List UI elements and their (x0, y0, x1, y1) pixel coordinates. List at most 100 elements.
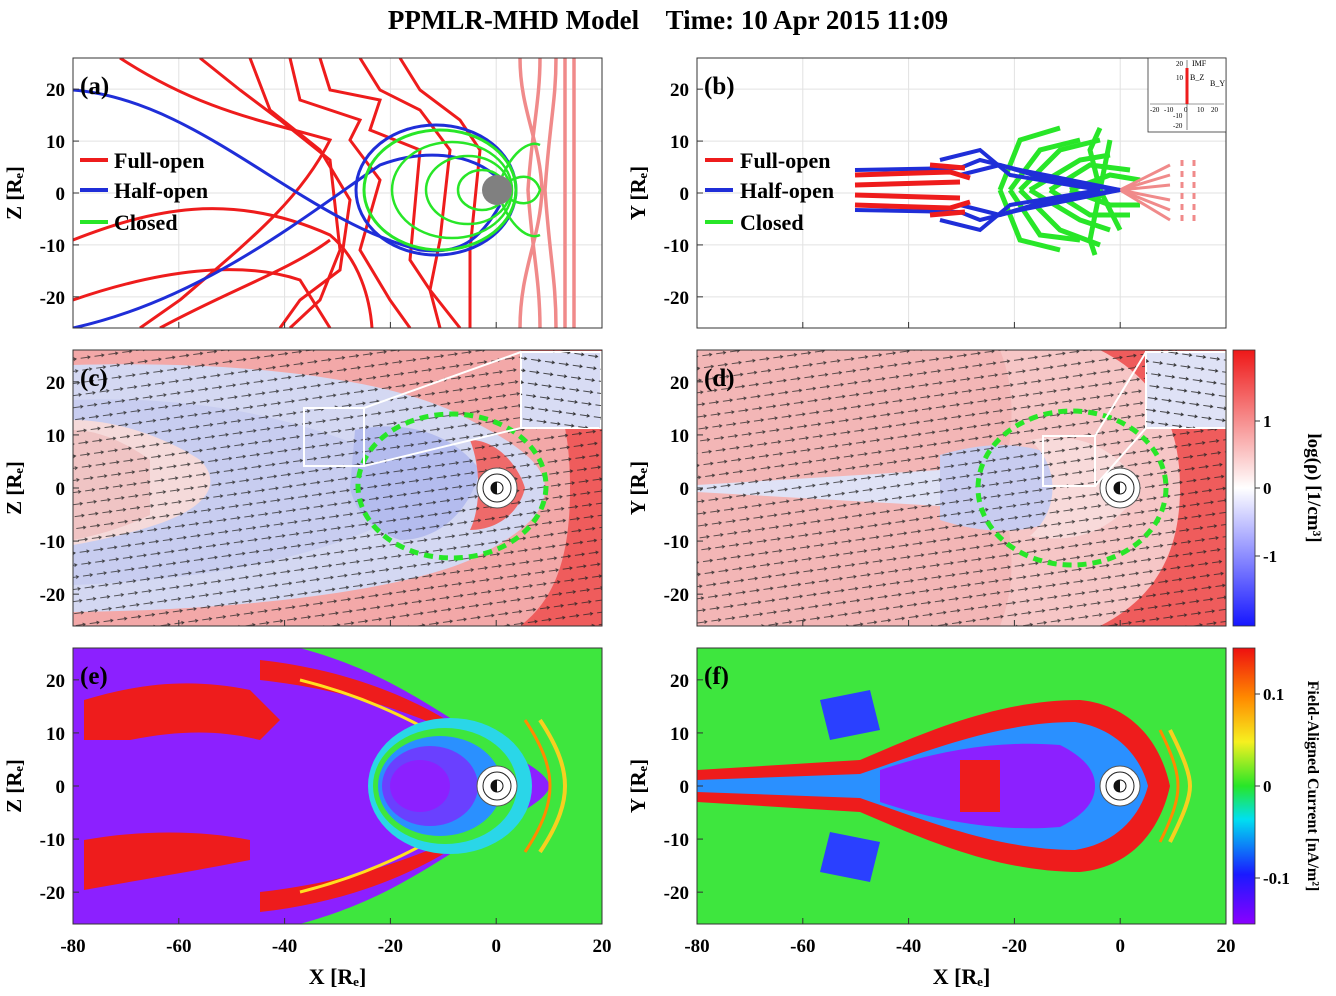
panel-d-label: (d) (704, 365, 735, 392)
xtick-label: -20 (1002, 936, 1027, 957)
ytick-label: -10 (40, 236, 65, 257)
ytick-label: 10 (46, 426, 65, 447)
ylabel-d: Y [Rₑ] (626, 461, 650, 515)
xlabel-f: X [Rₑ] (933, 964, 991, 989)
legend-b-half-open: Half-open (740, 178, 834, 203)
panel-f: -20 -10 0 10 20 -80 -60 -40 -20 0 20 (f) 0.1 0 -0.… (664, 647, 1321, 957)
ytick-label: -20 (40, 585, 65, 606)
cbar-rho-tick-m1: -1 (1263, 547, 1277, 566)
ytick-label: 20 (46, 80, 65, 101)
cbar-rho-tick-1: 1 (1263, 412, 1272, 431)
ytick-label: -10 (664, 830, 689, 851)
colorbar-density: 1 0 -1 log(ρ) [1/cm³] (1232, 349, 1324, 627)
panel-c-density-map (73, 350, 602, 626)
xtick-label: 0 (491, 936, 501, 957)
ytick-label: -10 (40, 830, 65, 851)
cbar-rho-tick-0: 0 (1263, 479, 1272, 498)
panel-a-grid (72, 58, 603, 328)
imf-title: IMF (1192, 59, 1207, 68)
imf-inset: IMF B_Z B_Y 20 10 -10 -20 -20 -10 0 10 2… (1147, 57, 1227, 133)
panel-e-current-map (73, 648, 602, 924)
ytick-label: -20 (40, 883, 65, 904)
ytick-label: 0 (56, 777, 66, 798)
panel-a-field-lines (73, 58, 576, 328)
ytick-label: -20 (664, 585, 689, 606)
legend-a: Full-open Half-open Closed (80, 148, 208, 235)
ytick-label: 0 (680, 184, 690, 205)
ylabel-a: Z [Rₑ] (2, 166, 26, 220)
ytick-label: 20 (46, 373, 65, 394)
xtick-label: -60 (790, 936, 815, 957)
ytick-label: 10 (670, 132, 689, 153)
xtick-label: 0 (1115, 936, 1125, 957)
cbar-fac-tick-01: 0.1 (1263, 685, 1284, 704)
ytick-label: 0 (56, 479, 66, 500)
ytick-label: -20 (664, 883, 689, 904)
imf-ytick-10: 10 (1176, 74, 1184, 82)
xtick-label: -80 (60, 936, 85, 957)
imf-xtick-m10: -10 (1164, 106, 1174, 114)
earth-a (482, 175, 512, 205)
ytick-label: 20 (670, 373, 689, 394)
xtick-label: 20 (593, 936, 612, 957)
panel-f-label: (f) (704, 663, 729, 690)
imf-bz-label: B_Z (1190, 73, 1204, 82)
ytick-label: 0 (680, 479, 690, 500)
xtick-label: -40 (272, 936, 297, 957)
ytick-label: 20 (670, 80, 689, 101)
ytick-label: 0 (680, 777, 690, 798)
legend-a-closed: Closed (114, 210, 178, 235)
xtick-label: -80 (684, 936, 709, 957)
panel-a: -20 -10 0 10 20 (a) Full-open Half-open Clos… (40, 57, 603, 329)
imf-xtick-0: 0 (1184, 106, 1188, 114)
closed-boundary-c (355, 411, 549, 561)
imf-xtick-20: 20 (1211, 106, 1219, 114)
ylabel-b: Y [Rₑ] (626, 166, 650, 220)
xtick-label: -20 (378, 936, 403, 957)
imf-ytick-20: 20 (1176, 60, 1184, 68)
ytick-label: -10 (40, 532, 65, 553)
panel-c: -20 -10 0 10 20 (c) (40, 349, 603, 627)
panel-e: -20 -10 0 10 20 -80 -60 -40 -20 0 20 (e) (40, 647, 612, 957)
ytick-label: 10 (46, 132, 65, 153)
ytick-label: 20 (670, 671, 689, 692)
xlabel-e: X [Rₑ] (309, 964, 367, 989)
xtick-label: -60 (166, 936, 191, 957)
xtick-label: 20 (1217, 936, 1236, 957)
colorbar-current: 0.1 0 -0.1 Field-Aligned Current [nA/m²] (1232, 647, 1321, 925)
ylabel-f: Y [Rₑ] (626, 759, 650, 813)
axis-labels: Z [Rₑ] Y [Rₑ] Z [Rₑ] Y [Rₑ] Z [Rₑ] X [Rₑ] Y [R… (2, 166, 990, 989)
ylabel-c: Z [Rₑ] (2, 461, 26, 515)
ytick-label: 10 (46, 724, 65, 745)
cbar-fac-tick-0: 0 (1263, 777, 1272, 796)
cbar-fac-tick-m01: -0.1 (1263, 869, 1290, 888)
ytick-label: 0 (56, 184, 66, 205)
xtick-label: -40 (896, 936, 921, 957)
imf-by-label: B_Y (1210, 79, 1225, 88)
panel-d: -20 -1 0 0 10 20 (d) 1 0 -1 log(ρ) [1/cm³] (664, 349, 1324, 627)
legend-b-full-open: Full-open (740, 148, 830, 173)
cbar-rho-label: log(ρ) [1/cm³] (1303, 433, 1324, 542)
ytick-label: -20 (40, 288, 65, 309)
panel-c-label: (c) (80, 365, 108, 392)
ytick-label: -20 (664, 288, 689, 309)
imf-ytick-m20: -20 (1173, 122, 1183, 130)
figure-title: PPMLR-MHD Model Time: 10 Apr 2015 11:09 (388, 5, 948, 35)
ytick-label: 10 (670, 426, 689, 447)
imf-xtick-m20: -20 (1150, 106, 1160, 114)
panel-f-current-map (697, 648, 1226, 924)
closed-boundary-d (975, 408, 1169, 568)
ylabel-e: Z [Rₑ] (2, 759, 26, 813)
ytick-label: 20 (46, 671, 65, 692)
panel-b-label: (b) (704, 73, 735, 100)
legend-a-full-open: Full-open (114, 148, 204, 173)
panel-e-label: (e) (80, 663, 108, 690)
legend-b: Full-open Half-open Closed (705, 148, 834, 235)
cbar-fac-label: Field-Aligned Current [nA/m²] (1304, 681, 1321, 892)
ytick-label: 10 (670, 724, 689, 745)
imf-ytick-m10: -10 (1173, 112, 1183, 120)
legend-b-closed: Closed (740, 210, 804, 235)
legend-a-half-open: Half-open (114, 178, 208, 203)
